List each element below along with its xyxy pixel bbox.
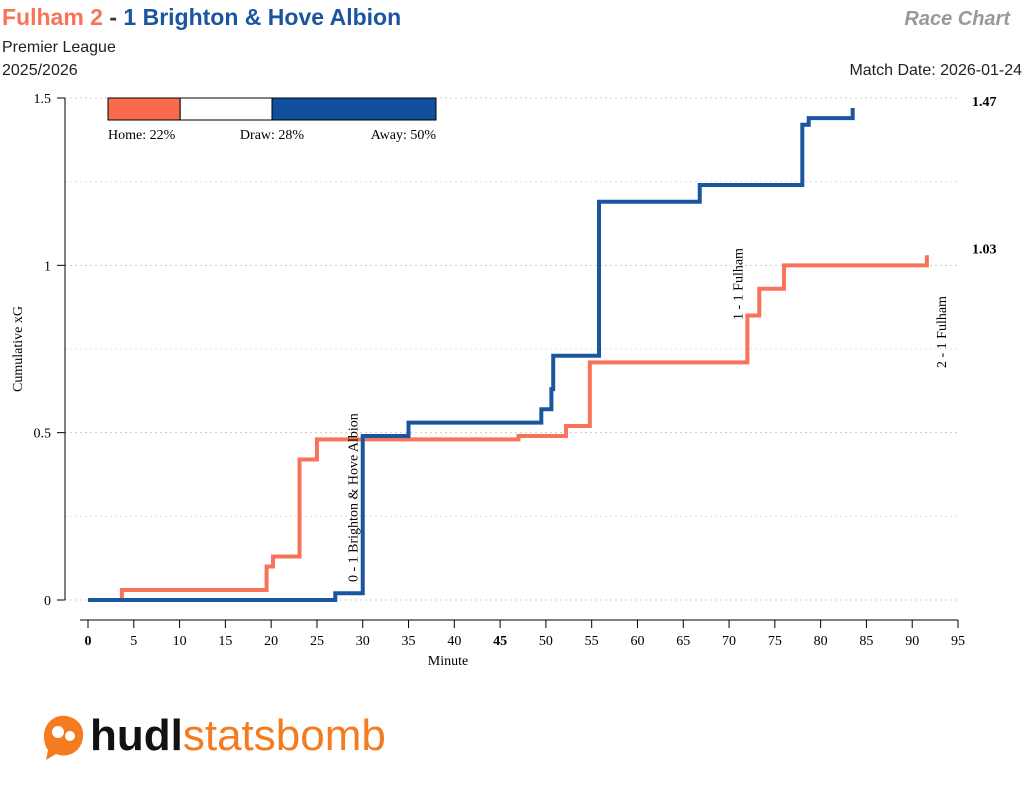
x-tick-label: 75 [768, 634, 782, 649]
probability-label: Draw: 28% [240, 128, 304, 143]
xg-line [88, 108, 855, 602]
total-label: 1.47 [972, 95, 997, 110]
x-tick-label: 0 [85, 634, 92, 649]
probability-label: Home: 22% [108, 128, 176, 143]
probability-segment [179, 97, 273, 121]
x-tick-label: 40 [447, 634, 461, 649]
goal-annotation: 1 - 1 Fulham [731, 248, 746, 320]
y-axis-label: Cumulative xG [11, 306, 26, 392]
probability-label: Away: 50% [371, 128, 437, 143]
logo-light: statsbomb [182, 711, 386, 760]
goal-annotation: 0 - 1 Brighton & Hove Albion [347, 413, 362, 582]
xg-line [88, 255, 929, 602]
y-tick-label: 1.5 [34, 92, 52, 107]
away-title: 1 Brighton & Hove Albion [123, 4, 402, 30]
x-tick-label: 65 [676, 634, 690, 649]
x-tick-label: 20 [264, 634, 278, 649]
logo-bold: hudl [90, 711, 183, 760]
x-tick-label: 15 [218, 634, 232, 649]
probability-segment [271, 97, 437, 121]
x-tick-label: 90 [905, 634, 919, 649]
chart-name: Race Chart [904, 8, 1010, 30]
chart: 0 0.5 1 1.5 0 5 10 15 20 25 30 35 40 45 50 55 60 65 70 75 80… [11, 92, 997, 669]
total-label: 1.03 [972, 242, 997, 257]
logo-icon [44, 715, 84, 760]
x-tick-label: 50 [539, 634, 553, 649]
probability-segment [107, 97, 181, 121]
x-tick-label: 70 [722, 634, 736, 649]
x-axis-label: Minute [428, 654, 468, 669]
x-tick-label: 60 [630, 634, 644, 649]
x-tick-label: 30 [356, 634, 370, 649]
x-tick-label: 10 [173, 634, 187, 649]
competition: Premier League [2, 39, 116, 56]
title: Fulham 2 - 1 Brighton & Hove Albion [2, 4, 401, 31]
x-tick-label: 45 [493, 634, 507, 649]
x-tick-label: 35 [402, 634, 416, 649]
separator: - [109, 4, 118, 30]
y-tick-label: 1 [44, 259, 51, 274]
x-tick-label: 5 [130, 634, 137, 649]
match-date: Match Date: 2026-01-24 [849, 62, 1022, 79]
x-tick-label: 85 [859, 634, 873, 649]
x-tick-label: 80 [814, 634, 828, 649]
y-tick-label: 0.5 [34, 427, 52, 442]
x-tick-label: 55 [585, 634, 599, 649]
y-tick-label: 0 [44, 594, 51, 609]
logo: hudl statsbomb [36, 706, 386, 766]
goal-annotation: 2 - 1 Fulham [935, 296, 950, 368]
x-tick-label: 25 [310, 634, 324, 649]
home-title: Fulham 2 [2, 4, 103, 30]
season: 2025/2026 [2, 62, 78, 79]
x-tick-label: 95 [951, 634, 965, 649]
